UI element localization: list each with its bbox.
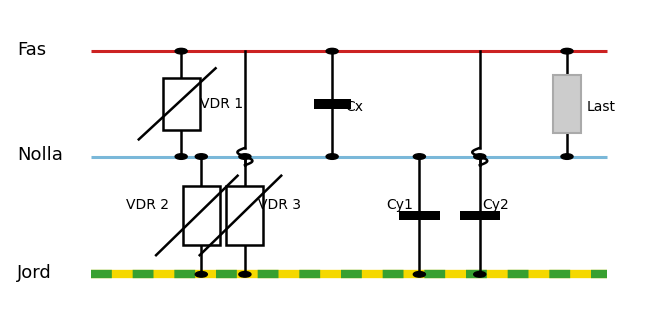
Text: Last: Last: [587, 100, 616, 114]
Text: VDR 3: VDR 3: [258, 197, 301, 212]
Bar: [460, 211, 500, 216]
Text: Cy1: Cy1: [386, 197, 413, 212]
Circle shape: [474, 154, 486, 159]
Bar: [399, 215, 440, 220]
Text: VDR 2: VDR 2: [126, 197, 169, 212]
Circle shape: [239, 272, 251, 277]
Text: Cy2: Cy2: [482, 197, 509, 212]
Circle shape: [195, 154, 207, 159]
Circle shape: [239, 154, 251, 159]
Bar: [226, 186, 263, 245]
Bar: [183, 186, 219, 245]
Bar: [313, 99, 350, 105]
Circle shape: [175, 48, 187, 54]
Circle shape: [413, 272, 425, 277]
Bar: [313, 103, 350, 108]
Text: Nolla: Nolla: [17, 146, 62, 164]
Circle shape: [561, 154, 573, 159]
Circle shape: [175, 154, 187, 159]
Text: Jord: Jord: [17, 264, 52, 282]
Circle shape: [561, 48, 573, 54]
Bar: [460, 215, 500, 220]
Bar: [399, 211, 440, 216]
Circle shape: [474, 272, 486, 277]
Bar: [553, 75, 581, 133]
Circle shape: [326, 48, 338, 54]
Text: Fas: Fas: [17, 41, 46, 59]
Text: Cx: Cx: [346, 100, 364, 114]
Bar: [162, 78, 200, 130]
Circle shape: [326, 154, 338, 159]
Circle shape: [413, 154, 425, 159]
Circle shape: [195, 272, 207, 277]
Text: VDR 1: VDR 1: [200, 97, 243, 111]
